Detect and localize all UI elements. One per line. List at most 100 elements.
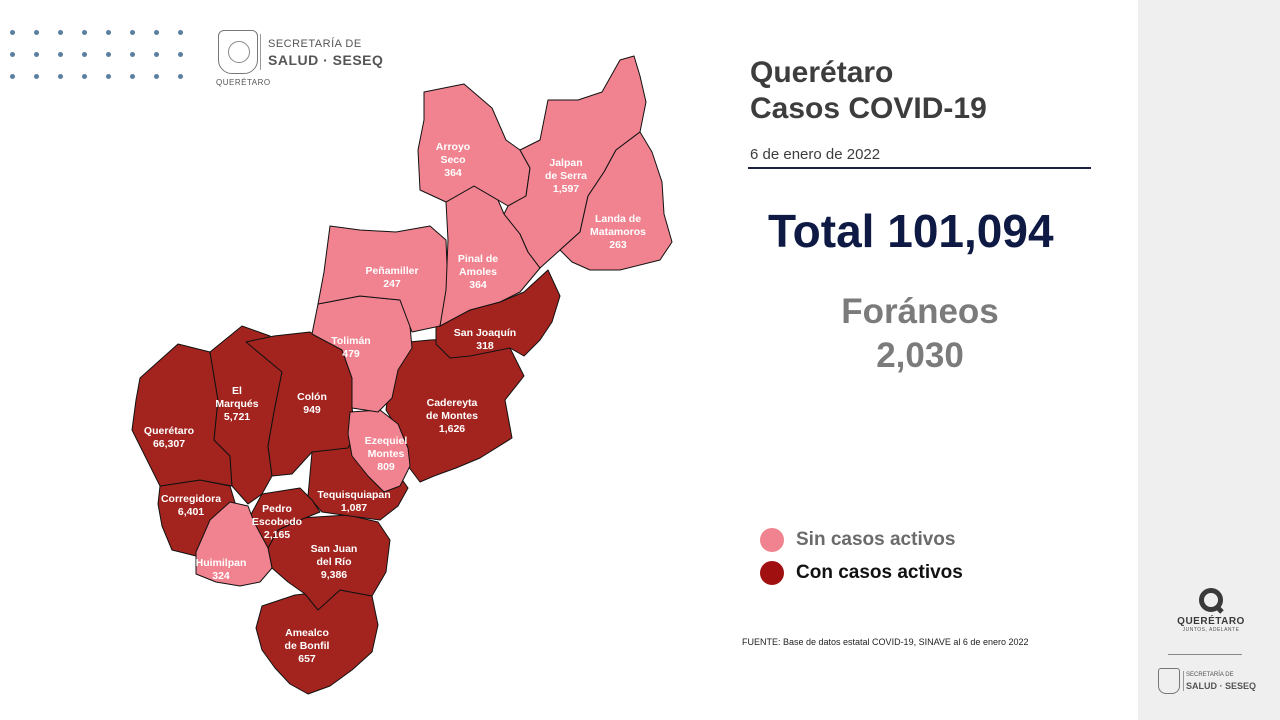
- state-seal-small-icon: [1158, 668, 1180, 694]
- foraneos-value: 2,030: [876, 336, 964, 375]
- decorative-dot: [34, 30, 39, 35]
- municipality-case-count: 657: [298, 653, 316, 665]
- municipality-name: de Serra: [545, 170, 587, 182]
- municipality-case-count: 479: [342, 348, 360, 360]
- municipality-name: Jalpan: [549, 157, 582, 169]
- municipality-name: Pedro: [262, 503, 292, 515]
- municipality-name: Landa de: [595, 213, 641, 225]
- municipality-case-count: 949: [303, 404, 321, 416]
- legend-item-active: Con casos activos: [760, 561, 963, 585]
- municipality-case-count: 809: [377, 461, 395, 473]
- municipality-case-count: 6,401: [178, 506, 204, 518]
- municipality-name: Peñamiller: [365, 265, 418, 277]
- municipality-name: Marqués: [215, 398, 258, 410]
- state-seal-icon: [218, 30, 258, 74]
- municipality-case-count: 9,386: [321, 569, 347, 581]
- municipality-name: Matamoros: [590, 226, 646, 238]
- decorative-dot: [130, 52, 135, 57]
- municipality-case-count: 66,307: [153, 438, 185, 450]
- municipality-case-count: 364: [469, 279, 487, 291]
- municipality-name: San Joaquín: [454, 327, 516, 339]
- date-underline: [748, 167, 1091, 169]
- decorative-dot: [106, 74, 111, 79]
- municipality-case-count: 324: [212, 570, 230, 582]
- foraneos-label: Foráneos: [841, 292, 999, 331]
- decorative-dot: [178, 52, 183, 57]
- brand-name: QUERÉTARO: [1177, 616, 1245, 627]
- decorative-dot: [106, 52, 111, 57]
- legend-swatch-inactive: [760, 528, 784, 552]
- decorative-dot: [10, 52, 15, 57]
- decorative-dot: [130, 74, 135, 79]
- q-logo-icon: [1199, 588, 1223, 612]
- municipality-name: Cadereyta: [427, 397, 478, 409]
- municipality-name: de Bonfil: [285, 640, 330, 652]
- decorative-dot: [154, 74, 159, 79]
- seseq-footer-logo: SECRETARÍA DE SALUD · SESEQ: [1158, 668, 1278, 708]
- decorative-dot: [58, 52, 63, 57]
- municipality-case-count: 1,087: [341, 502, 367, 514]
- decorative-dot: [106, 30, 111, 35]
- municipality-name: Amoles: [459, 266, 497, 278]
- municipality-name: de Montes: [426, 410, 478, 422]
- municipality-case-count: 263: [609, 239, 627, 251]
- decorative-dot: [10, 30, 15, 35]
- municipality-name: Colón: [297, 391, 327, 403]
- region-huimilpan: [195, 501, 273, 587]
- municipality-name: San Juan: [311, 543, 358, 555]
- municipality-name: Escobedo: [252, 516, 302, 528]
- brand-slogan: JUNTOS, ADELANTE: [1182, 627, 1240, 633]
- municipality-case-count: 5,721: [224, 411, 250, 423]
- decorative-dot: [178, 74, 183, 79]
- decorative-dot: [130, 30, 135, 35]
- decorative-dot: [10, 74, 15, 79]
- decorative-dot: [178, 30, 183, 35]
- total-cases: Total 101,094: [768, 205, 1054, 257]
- municipality-name: Huimilpan: [196, 557, 247, 569]
- municipality-name: del Río: [316, 556, 351, 568]
- municipality-name: Ezequiel: [365, 435, 408, 447]
- municipality-name: Arroyo: [436, 141, 470, 153]
- municipality-name: Tequisquiapan: [317, 489, 390, 501]
- decorative-dot: [34, 52, 39, 57]
- logo-line1: SECRETARÍA DE: [268, 38, 362, 50]
- decorative-dot: [58, 30, 63, 35]
- decorative-dot: [154, 52, 159, 57]
- municipality-name: Corregidora: [161, 493, 221, 505]
- decorative-dot: [82, 30, 87, 35]
- footer-logo-divider: [1183, 671, 1184, 691]
- footer-logo-line2: SALUD · SESEQ: [1186, 681, 1257, 691]
- municipality-name: Querétaro: [144, 425, 194, 437]
- municipality-case-count: 247: [383, 278, 401, 290]
- region-pinal-de-amoles: [439, 185, 541, 327]
- legend-label-inactive: Sin casos activos: [796, 529, 956, 550]
- municipality-case-count: 1,626: [439, 423, 465, 435]
- legend-label-active: Con casos activos: [796, 562, 963, 583]
- logo-divider: [260, 34, 261, 70]
- queretaro-brand-logo: QUERÉTARO JUNTOS, ADELANTE: [1175, 588, 1247, 633]
- decorative-dot: [34, 74, 39, 79]
- decorative-dot: [58, 74, 63, 79]
- legend-swatch-active: [760, 561, 784, 585]
- municipality-name: El: [232, 385, 242, 397]
- decorative-dot: [82, 74, 87, 79]
- municipality-name: Tolimán: [331, 335, 370, 347]
- legend-item-inactive: Sin casos activos: [760, 528, 955, 552]
- title-line2: Casos COVID-19: [750, 92, 987, 125]
- title-line1: Querétaro: [750, 56, 894, 89]
- municipality-name: Montes: [368, 448, 405, 460]
- municipality-case-count: 318: [476, 340, 494, 352]
- report-date: 6 de enero de 2022: [750, 146, 881, 163]
- decorative-dot: [82, 52, 87, 57]
- municipality-name: Amealco: [285, 627, 329, 639]
- municipality-name: Pinal de: [458, 253, 498, 265]
- sidebar-divider: [1168, 654, 1242, 655]
- region-landa: [559, 131, 673, 271]
- municipality-name: Seco: [440, 154, 465, 166]
- logo-caption: QUERÉTARO: [216, 78, 271, 87]
- decorative-dot: [154, 30, 159, 35]
- region-ezequiel-montes: [347, 409, 411, 493]
- municipality-case-count: 364: [444, 167, 462, 179]
- seseq-logo: QUERÉTARO SECRETARÍA DE SALUD · SESEQ: [216, 30, 398, 92]
